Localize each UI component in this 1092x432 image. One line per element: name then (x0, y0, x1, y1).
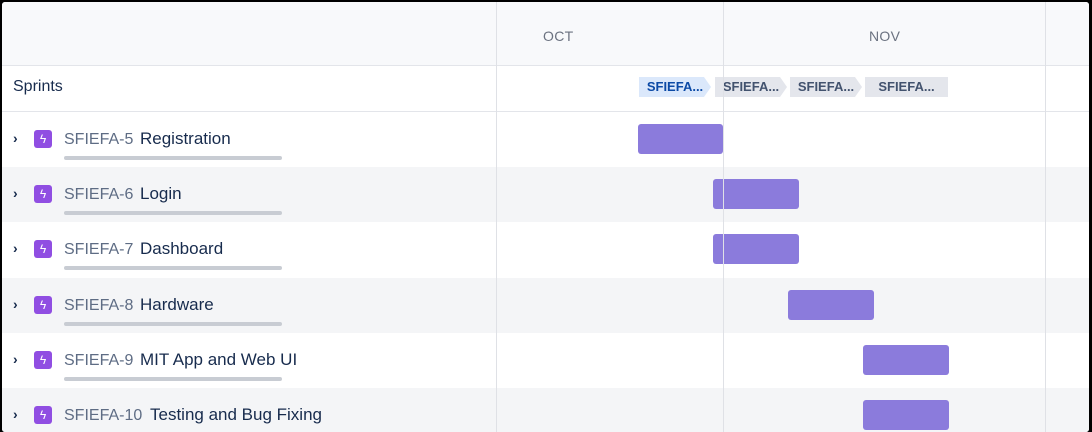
schedule-bar[interactable] (638, 124, 723, 154)
progress-bar (64, 322, 282, 326)
epic-lightning-icon: ϟ (34, 185, 52, 203)
chevron-right-icon[interactable]: › (13, 240, 18, 256)
schedule-bar[interactable] (863, 345, 949, 375)
sprint-chip-3[interactable]: SFIEFA... (790, 77, 862, 97)
chevron-right-icon[interactable]: › (13, 185, 18, 201)
schedule-bar[interactable] (863, 400, 949, 430)
issue-key[interactable]: SFIEFA-9 (64, 352, 134, 369)
sprint-chip-4[interactable]: SFIEFA... (865, 77, 948, 97)
issue-row[interactable]: › ϟ SFIEFA-6 Login (2, 167, 1089, 222)
schedule-bar[interactable] (713, 179, 799, 209)
issue-row[interactable]: › ϟ SFIEFA-9 MIT App and Web UI (2, 333, 1089, 388)
issue-key[interactable]: SFIEFA-8 (64, 297, 134, 314)
issue-row[interactable]: › ϟ SFIEFA-10 Testing and Bug Fixing (2, 388, 1089, 432)
panel-divider[interactable] (496, 2, 497, 432)
issue-row[interactable]: › ϟ SFIEFA-7 Dashboard (2, 222, 1089, 277)
chevron-right-icon[interactable]: › (13, 351, 18, 367)
epic-lightning-icon: ϟ (34, 406, 52, 424)
month-label-nov: NOV (869, 28, 901, 44)
sprints-label: Sprints (13, 78, 63, 95)
sprint-chip-2[interactable]: SFIEFA... (715, 77, 787, 97)
issue-title[interactable]: MIT App and Web UI (140, 350, 298, 369)
month-gridline (1045, 2, 1046, 432)
month-gridline (723, 2, 724, 432)
timeline-header: OCT NOV (2, 2, 1089, 66)
issue-title[interactable]: Registration (140, 129, 231, 148)
issue-key[interactable]: SFIEFA-6 (64, 186, 134, 203)
issue-key[interactable]: SFIEFA-10 (64, 407, 143, 424)
issue-key[interactable]: SFIEFA-5 (64, 131, 134, 148)
issue-title[interactable]: Login (140, 184, 182, 203)
progress-bar (64, 211, 282, 215)
epic-lightning-icon: ϟ (34, 296, 52, 314)
progress-bar (64, 156, 282, 160)
month-label-oct: OCT (543, 28, 574, 44)
epic-lightning-icon: ϟ (34, 240, 52, 258)
schedule-bar[interactable] (788, 290, 874, 320)
chevron-right-icon[interactable]: › (13, 406, 18, 422)
issue-title[interactable]: Dashboard (140, 239, 224, 258)
progress-bar (64, 266, 282, 270)
epic-lightning-icon: ϟ (34, 351, 52, 369)
epic-lightning-icon: ϟ (34, 130, 52, 148)
issue-row[interactable]: › ϟ SFIEFA-5 Registration (2, 112, 1089, 167)
issue-title[interactable]: Hardware (140, 295, 214, 314)
issue-title[interactable]: Testing and Bug Fixing (150, 405, 322, 424)
sprints-row: Sprints SFIEFA... SFIEFA... SFIEFA... SF… (2, 66, 1089, 112)
chevron-right-icon[interactable]: › (13, 130, 18, 146)
issue-row[interactable]: › ϟ SFIEFA-8 Hardware (2, 278, 1089, 333)
sprint-chip-1[interactable]: SFIEFA... (639, 77, 711, 97)
progress-bar (64, 377, 282, 381)
schedule-bar[interactable] (713, 234, 799, 264)
issue-key[interactable]: SFIEFA-7 (64, 241, 134, 258)
chevron-right-icon[interactable]: › (13, 296, 18, 312)
